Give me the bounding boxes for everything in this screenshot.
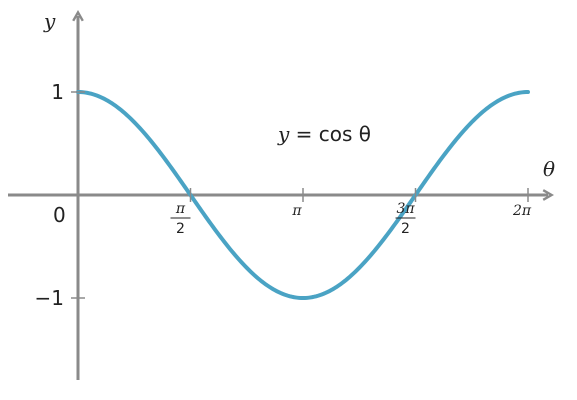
y-tick-label-0: 1 — [51, 80, 64, 104]
annotation-rest: = cos θ — [289, 122, 371, 146]
y-axis-label: y — [43, 9, 56, 33]
annotation-var: y — [277, 122, 290, 146]
x-tick-label-den-2: 2 — [401, 221, 410, 237]
x-tick-label-den-0: 2 — [176, 221, 185, 237]
x-tick-label-3: 2π — [512, 203, 532, 219]
curve-annotation: y = cos θ — [277, 122, 371, 146]
x-tick-label-num-0: π — [175, 201, 186, 217]
x-axis-label: θ — [543, 157, 555, 181]
cos-curve — [76, 90, 530, 301]
x-tick-label-num-2: 3π — [396, 201, 415, 217]
origin-label: 0 — [53, 203, 66, 227]
x-tick-label-1: π — [291, 203, 302, 219]
y-tick-label-1: −1 — [35, 286, 64, 310]
